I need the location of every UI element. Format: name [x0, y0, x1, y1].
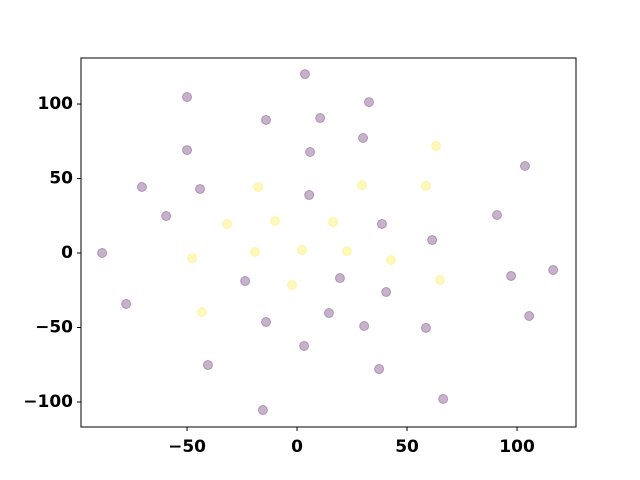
scatter-point [359, 320, 370, 331]
scatter-point [328, 217, 339, 228]
scatter-point [299, 69, 310, 80]
scatter-point [420, 322, 431, 333]
scatter-point [323, 308, 334, 319]
scatter-point [376, 218, 387, 229]
scatter-point [420, 180, 431, 191]
x-tick-label: 100 [499, 437, 535, 457]
scatter-point [261, 114, 272, 125]
scatter-point [519, 161, 530, 172]
plot-frame [80, 57, 577, 428]
scatter-point [197, 306, 207, 317]
scatter-point [202, 360, 213, 371]
scatter-point [435, 274, 446, 285]
y-tick-label: 50 [49, 169, 73, 189]
scatter-point [240, 276, 251, 287]
scatter-point [315, 113, 326, 124]
scatter-point [506, 270, 517, 281]
y-tick-label: −50 [35, 317, 73, 337]
scatter-point [374, 364, 385, 375]
scatter-point [492, 210, 503, 221]
scatter-point [182, 92, 193, 103]
scatter-point [195, 183, 206, 194]
scatter-point [97, 248, 108, 259]
scatter-point [385, 255, 396, 266]
scatter-point [297, 245, 308, 256]
y-tick-label: 0 [61, 243, 73, 263]
x-tick-label: 50 [395, 437, 419, 457]
scatter-point [286, 280, 297, 291]
scatter-point [341, 246, 352, 257]
scatter-point [250, 246, 261, 257]
scatter-point [334, 273, 345, 284]
y-tick-label: −100 [23, 392, 73, 412]
scatter-point [305, 147, 316, 158]
scatter-point [427, 235, 438, 246]
scatter-point [253, 182, 264, 193]
scatter-point [358, 132, 369, 143]
scatter-point [187, 253, 198, 264]
scatter-point [304, 190, 315, 201]
scatter-point [257, 405, 268, 416]
scatter-point [356, 180, 367, 191]
scatter-point [438, 393, 449, 404]
scatter-point [261, 316, 272, 327]
scatter-point [524, 311, 535, 322]
scatter-point [270, 215, 281, 226]
scatter-point [363, 97, 374, 108]
scatter-point [548, 264, 559, 275]
scatter-point [381, 287, 392, 298]
scatter-point [182, 145, 193, 156]
x-tick-label: 0 [291, 437, 303, 457]
scatter-point [431, 141, 442, 152]
scatter-point [222, 218, 233, 229]
scatter-point [299, 340, 310, 351]
scatter-point [121, 298, 132, 309]
y-tick-label: 100 [38, 94, 74, 114]
x-tick-label: −50 [168, 437, 206, 457]
scatter-point [161, 211, 172, 222]
scatter-point [136, 182, 147, 193]
